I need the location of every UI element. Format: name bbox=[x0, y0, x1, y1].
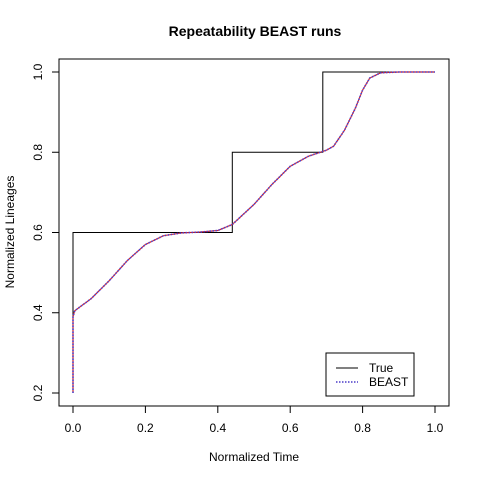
x-tick-label: 1.0 bbox=[427, 421, 444, 435]
series-line-beast-overlay bbox=[72, 71, 435, 393]
series-line-true bbox=[72, 71, 435, 393]
x-axis: 0.0 0.2 0.4 0.6 0.8 1.0 bbox=[65, 405, 444, 435]
x-tick-label: 0.8 bbox=[354, 421, 371, 435]
legend-box bbox=[325, 352, 415, 397]
y-tick-label: 0.8 bbox=[31, 144, 45, 161]
x-tick-label: 0.6 bbox=[282, 421, 299, 435]
y-axis: 0.2 0.4 0.6 0.8 1.0 bbox=[31, 63, 60, 401]
y-tick-label: 0.6 bbox=[31, 224, 45, 241]
legend-label-beast: BEAST bbox=[369, 375, 409, 389]
y-tick-label: 0.2 bbox=[31, 384, 45, 401]
series-layer bbox=[72, 71, 435, 393]
x-tick-label: 0.0 bbox=[65, 421, 82, 435]
x-tick-label: 0.4 bbox=[209, 421, 226, 435]
y-tick-label: 0.4 bbox=[31, 304, 45, 321]
chart-title: Repeatability BEAST runs bbox=[169, 23, 342, 39]
y-axis-label: Normalized Lineages bbox=[3, 176, 17, 289]
x-axis-label: Normalized Time bbox=[209, 450, 299, 464]
x-tick-label: 0.2 bbox=[137, 421, 154, 435]
y-tick-label: 1.0 bbox=[31, 63, 45, 80]
legend-label-true: True bbox=[369, 361, 394, 375]
